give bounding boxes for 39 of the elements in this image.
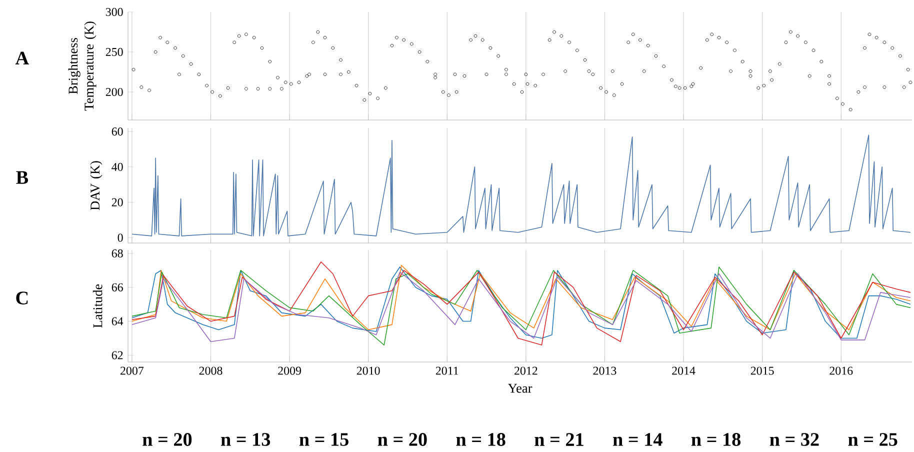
text: B xyxy=(16,171,28,184)
y-tick-label: 0 xyxy=(118,234,123,242)
text: n = 14 xyxy=(613,433,662,446)
x-tick-label: 2008 xyxy=(199,366,222,375)
text: n = 15 xyxy=(299,433,348,446)
y-axis-title: Brightness Temperature (K) xyxy=(68,22,96,111)
y-tick-label: 40 xyxy=(112,162,123,171)
text: A xyxy=(15,52,29,64)
x-tick-label: 2009 xyxy=(278,366,301,375)
y-tick-label: 250 xyxy=(106,48,123,56)
text: n = 20 xyxy=(378,433,427,446)
text: n = 25 xyxy=(848,433,898,446)
x-tick-label: 2012 xyxy=(514,366,538,375)
line-series xyxy=(132,134,911,236)
x-tick-label: 2014 xyxy=(672,366,696,375)
text: n = 21 xyxy=(534,433,584,446)
x-tick-label: 2015 xyxy=(750,366,774,375)
y-tick-label: 62 xyxy=(112,351,123,360)
x-axis-title: Year xyxy=(508,384,532,393)
y-tick-label: 60 xyxy=(112,127,123,136)
text: n = 32 xyxy=(770,433,819,446)
y-tick-label: 300 xyxy=(106,8,123,16)
y-tick-label: 68 xyxy=(112,249,123,258)
x-tick-label: 2010 xyxy=(356,366,380,375)
y-tick-label: 20 xyxy=(112,198,123,206)
x-tick-label: 2013 xyxy=(593,366,616,375)
text: C xyxy=(16,292,28,304)
y-tick-label: 66 xyxy=(112,283,123,292)
text: n = 13 xyxy=(221,433,270,446)
text: n = 18 xyxy=(691,433,741,446)
y-axis-title: DAV (K) xyxy=(90,161,102,210)
x-tick-label: 2007 xyxy=(120,366,144,375)
y-tick-label: 64 xyxy=(112,317,124,326)
text: n = 18 xyxy=(456,433,506,446)
y-tick-label: 200 xyxy=(106,88,123,96)
y-axis-title: Latitude xyxy=(92,284,102,328)
x-tick-label: 2016 xyxy=(830,366,853,375)
text: n = 20 xyxy=(142,433,192,446)
x-tick-label: 2011 xyxy=(436,366,458,375)
